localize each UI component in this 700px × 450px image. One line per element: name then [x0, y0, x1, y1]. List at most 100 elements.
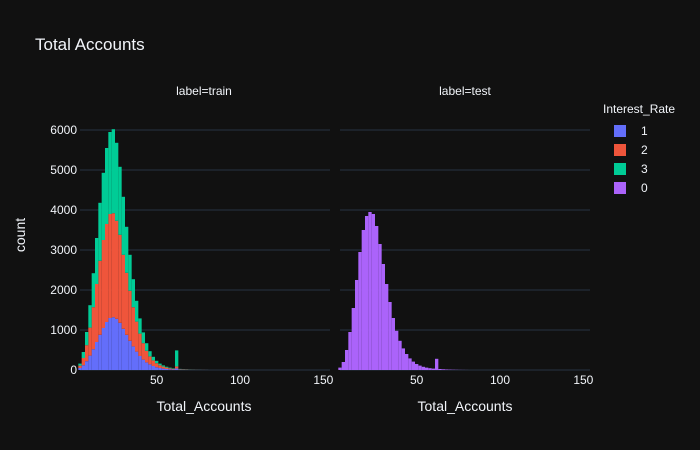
y-tick-label: 0 [70, 363, 77, 377]
x-tick-label: 150 [313, 373, 333, 387]
histogram-bar [168, 368, 172, 370]
legend-label: 2 [641, 143, 648, 157]
histogram-bar [115, 318, 119, 370]
histogram-bar [401, 348, 405, 370]
x-tick-label: 50 [150, 373, 164, 387]
facet-test-title: label=test [439, 84, 491, 98]
histogram-bar [105, 148, 109, 224]
legend-label: 3 [641, 162, 648, 176]
histogram-bar [121, 254, 125, 329]
histogram-bar [445, 369, 449, 370]
histogram-bar [158, 363, 162, 366]
histogram-bar [88, 327, 92, 356]
histogram-bar [408, 358, 412, 370]
histogram-bar [135, 351, 139, 370]
histogram-bar [161, 368, 165, 370]
histogram-bar [145, 350, 149, 363]
facet-test-x-axis-title: Total_Accounts [418, 398, 513, 414]
legend-swatch [614, 163, 626, 175]
histogram-bar [151, 360, 155, 366]
facet-train-x-axis-title: Total_Accounts [157, 398, 252, 414]
histogram-bar [118, 234, 122, 323]
histogram-bar [135, 321, 139, 352]
legend-item[interactable]: 1 [614, 124, 648, 138]
histogram-bar [158, 368, 162, 370]
histogram-bar [418, 365, 422, 370]
histogram-bar [365, 216, 369, 370]
histogram-bar [98, 334, 102, 370]
histogram-bar [138, 333, 142, 356]
facet-train-y-ticks: 0 1000 2000 3000 4000 5000 6000 [50, 123, 77, 377]
facet-test-bars [338, 212, 469, 370]
histogram-bar [125, 272, 129, 335]
histogram-bar [175, 350, 179, 367]
histogram-bar [138, 356, 142, 370]
histogram-bar [375, 226, 379, 370]
histogram-bar [381, 264, 385, 370]
histogram-bar [131, 279, 135, 308]
histogram-bar [145, 343, 149, 351]
histogram-bar [125, 226, 129, 273]
histogram-bar [111, 213, 115, 318]
histogram-bar [118, 322, 122, 370]
histogram-bar [151, 356, 155, 361]
y-tick-label: 3000 [50, 243, 77, 257]
legend-item[interactable]: 3 [614, 162, 648, 176]
legend-item[interactable]: 0 [614, 181, 648, 195]
histogram-bar [125, 334, 129, 370]
y-tick-label: 5000 [50, 163, 77, 177]
histogram-bar [135, 300, 139, 322]
histogram-bar [171, 368, 175, 370]
histogram-bar [91, 273, 95, 308]
histogram-bar [141, 332, 145, 344]
histogram-bar [428, 368, 432, 370]
histogram-bar [128, 254, 132, 291]
histogram-bar [145, 362, 149, 370]
legend-items: 1 2 3 0 [614, 124, 648, 195]
histogram-bar [81, 365, 85, 370]
histogram-bar [128, 340, 132, 370]
histogram-bar [138, 318, 142, 334]
histogram-bar [421, 366, 425, 370]
histogram-bar [341, 362, 345, 370]
legend-swatch [614, 144, 626, 156]
histogram-bar [95, 238, 99, 284]
histogram-bar [411, 361, 415, 370]
y-tick-label: 4000 [50, 203, 77, 217]
histogram-bar [128, 290, 132, 341]
histogram-bar [338, 367, 342, 370]
histogram-bar [91, 307, 95, 350]
legend-item[interactable]: 2 [614, 143, 648, 157]
histogram-bar [385, 284, 389, 370]
histogram-bar [171, 369, 175, 370]
chart-title: Total Accounts [35, 35, 145, 54]
histogram-bar [415, 364, 419, 370]
legend: Interest_Rate 1 2 3 0 [603, 102, 675, 195]
histogram-bar [111, 317, 115, 370]
histogram-bar [85, 345, 89, 362]
histogram-bar [131, 307, 135, 347]
histogram-bar [121, 196, 125, 255]
histogram-bar [168, 367, 172, 369]
y-tick-label: 2000 [50, 283, 77, 297]
facet-test-x-ticks: 50 100 150 [410, 373, 594, 387]
facet-train-title: label=train [176, 84, 232, 98]
histogram-bar [168, 369, 172, 370]
histogram-bar [151, 366, 155, 370]
histogram-bar [108, 318, 112, 370]
histogram-bar [175, 366, 179, 369]
histogram-bar [368, 212, 372, 370]
histogram-bar [85, 361, 89, 370]
histogram-bar [348, 332, 352, 370]
histogram-bar [165, 367, 169, 369]
histogram-bar [431, 368, 435, 370]
facet-train-x-ticks: 50 100 150 [150, 373, 334, 387]
histogram-bar [361, 230, 365, 370]
y-axis-title: count [12, 218, 28, 252]
histogram-bar [378, 244, 382, 370]
histogram-bar [398, 340, 402, 370]
histogram-bar [105, 224, 109, 322]
histogram-bar [118, 166, 122, 235]
histogram-bar [141, 343, 145, 360]
